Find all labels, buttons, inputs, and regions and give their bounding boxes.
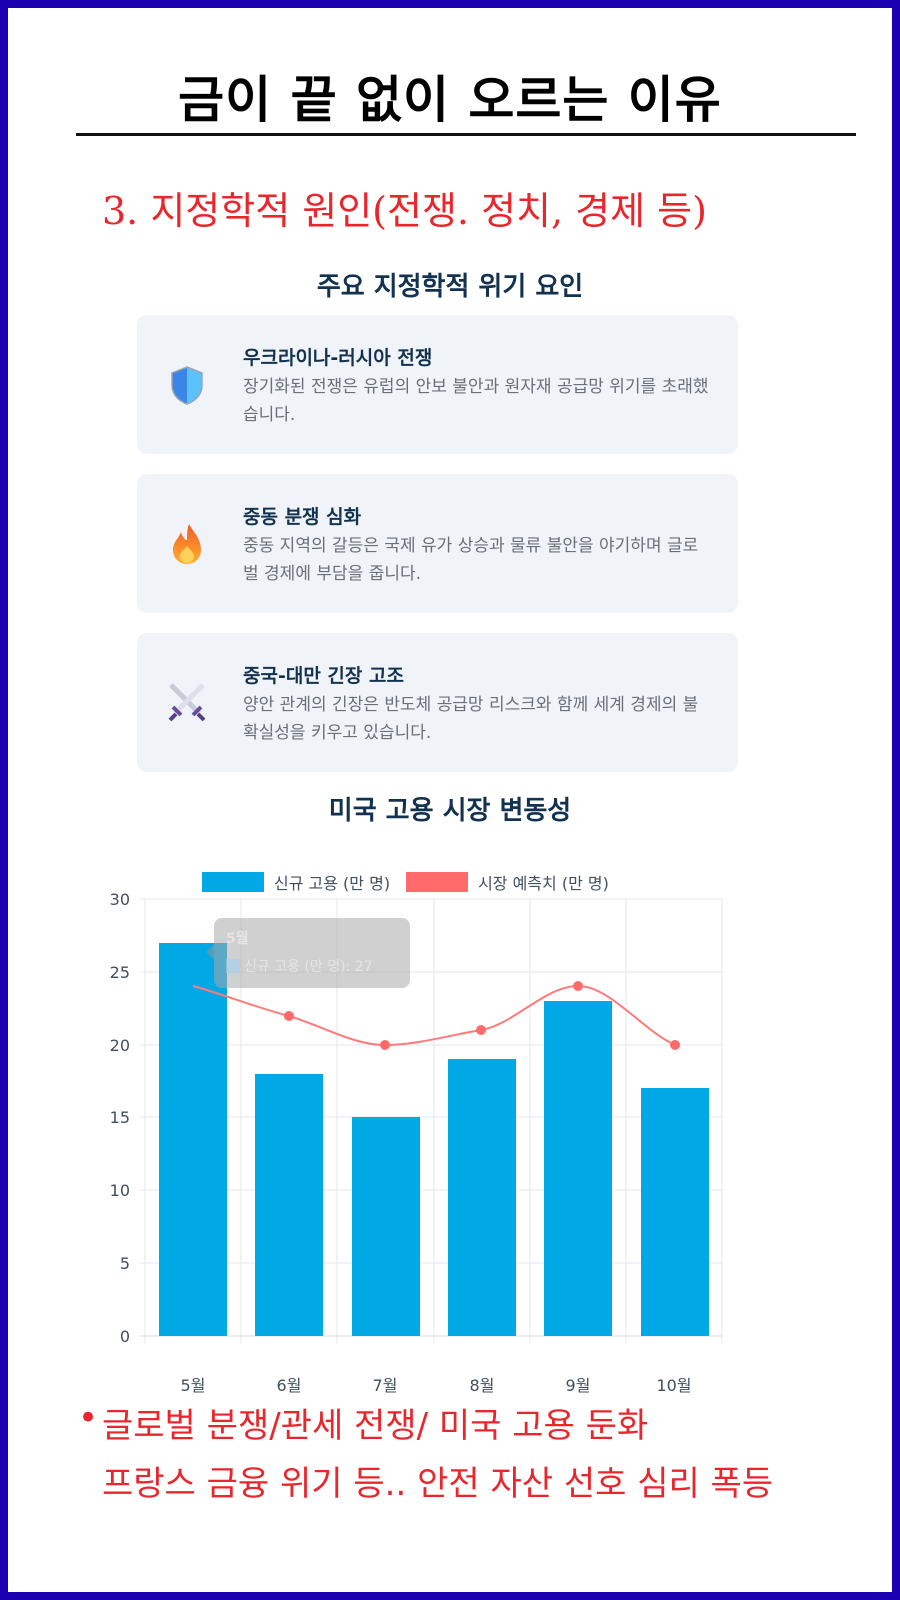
page: 금이 끝 없이 오르는 이유 3. 지정학적 원인(전쟁. 정치, 경제 등) … <box>8 8 892 1592</box>
x-tick: 8월 <box>469 1376 495 1395</box>
y-tick: 30 <box>109 890 130 909</box>
tooltip-caret <box>206 944 214 960</box>
legend-label-forecast[interactable]: 시장 예측치 (만 명) <box>478 874 609 893</box>
card-title: 중동 분쟁 심화 <box>243 506 362 528</box>
card-description: 양안 관계의 긴장은 반도체 공급망 리스크와 함께 세계 경제의 불확실성을 … <box>243 695 699 743</box>
bullet-dot: • <box>78 1398 99 1438</box>
legend-label-hires[interactable]: 신규 고용 (만 명) <box>274 874 391 893</box>
chart-heading: 미국 고용 시장 변동성 <box>328 796 572 826</box>
card-description: 중동 지역의 갈등은 국제 유가 상승과 물류 불안을 야기하며 글로벌 경제에… <box>243 536 699 584</box>
card-description: 장기화된 전쟁은 유럽의 안보 불안과 원자재 공급망 위기를 초래했습니다. <box>243 377 709 425</box>
crisis-card-middle-east: 중동 분쟁 심화 중동 지역의 갈등은 국제 유가 상승과 물류 불안을 야기하… <box>137 474 738 613</box>
y-tick: 5 <box>119 1254 130 1273</box>
title-divider <box>76 133 856 136</box>
page-title: 금이 끝 없이 오르는 이유 <box>178 71 722 129</box>
x-tick: 10월 <box>656 1376 692 1395</box>
tooltip-swatch <box>226 959 240 973</box>
crossed-swords-icon <box>168 683 206 722</box>
card-title: 중국-대만 긴장 고조 <box>243 665 404 687</box>
chart-tooltip: 5월 신규 고용 (만 명): 27 <box>206 918 410 988</box>
legend-swatch-hires[interactable] <box>202 872 264 892</box>
fire-icon <box>173 524 201 564</box>
tooltip-body: 신규 고용 (만 명): 27 <box>226 956 373 976</box>
crisis-card-ukraine: 우크라이나-러시아 전쟁 장기화된 전쟁은 유럽의 안보 불안과 원자재 공급망… <box>137 315 738 454</box>
y-tick: 20 <box>109 1036 130 1055</box>
y-tick: 25 <box>109 963 130 982</box>
crisis-heading: 주요 지정학적 위기 요인 <box>316 272 584 302</box>
tooltip-title: 5월 <box>226 931 249 947</box>
y-tick: 15 <box>109 1108 130 1127</box>
x-tick: 9월 <box>565 1376 591 1395</box>
tooltip-label: 신규 고용 (만 명): 27 <box>244 959 373 975</box>
y-tick: 0 <box>119 1327 130 1346</box>
x-tick: 6월 <box>276 1376 302 1395</box>
section-heading: 3. 지정학적 원인(전쟁. 정치, 경제 등) <box>102 189 707 233</box>
x-tick: 7월 <box>372 1376 398 1395</box>
legend-swatch-forecast[interactable] <box>406 872 469 892</box>
chart-legend: 신규 고용 (만 명) 시장 예측치 (만 명) <box>202 870 625 894</box>
footer-line-1: 글로벌 분쟁/관세 전쟁/ 미국 고용 둔화 <box>102 1406 649 1446</box>
x-tick: 5월 <box>180 1376 206 1395</box>
shield-icon <box>171 366 203 405</box>
footer-line-2: 프랑스 금융 위기 등.. 안전 자산 선호 심리 폭등 <box>102 1464 774 1504</box>
card-title: 우크라이나-러시아 전쟁 <box>243 347 433 369</box>
y-tick: 10 <box>109 1181 130 1200</box>
crisis-card-taiwan: 중국-대만 긴장 고조 양안 관계의 긴장은 반도체 공급망 리스크와 함께 세… <box>137 633 738 772</box>
